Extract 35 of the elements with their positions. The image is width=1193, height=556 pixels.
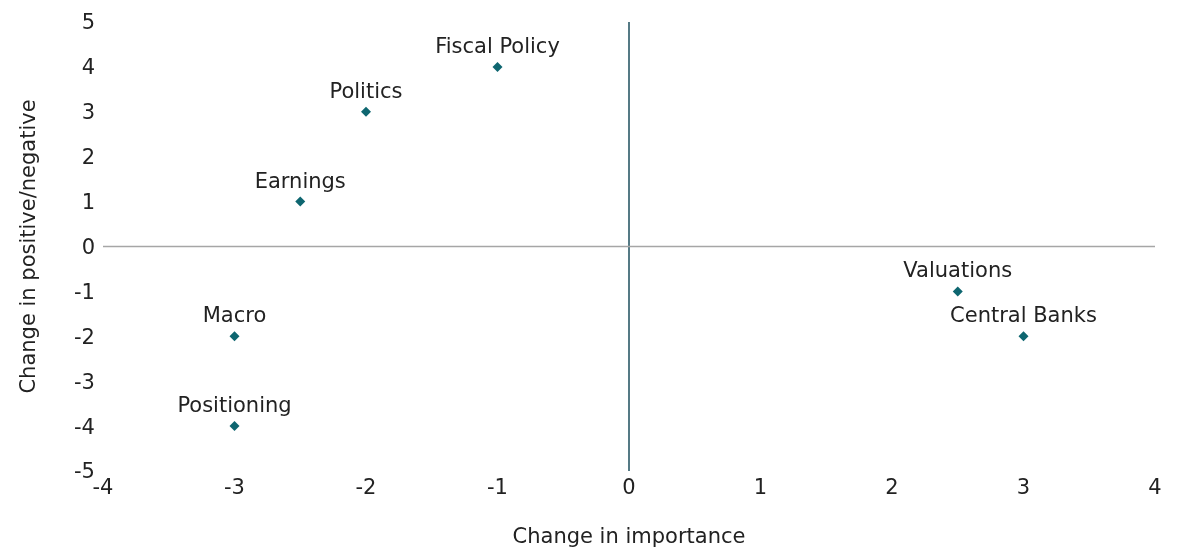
y-axis-title: Change in positive/negative bbox=[16, 99, 41, 394]
annotation: Earnings bbox=[254, 168, 346, 193]
annotation: Valuations bbox=[903, 258, 1013, 283]
point bbox=[1018, 331, 1029, 342]
x-tick-label: 0 bbox=[622, 474, 636, 499]
x-axis-title: Change in importance bbox=[512, 524, 746, 548]
point bbox=[295, 196, 306, 207]
point bbox=[361, 106, 371, 117]
y-tick-label: 5 bbox=[81, 10, 95, 35]
x-tick-label: -3 bbox=[224, 474, 245, 499]
point bbox=[229, 331, 240, 342]
point bbox=[952, 286, 963, 297]
annotation: Politics bbox=[329, 78, 403, 103]
x-tick-label: 2 bbox=[885, 474, 899, 499]
y-tick-label: 2 bbox=[81, 145, 95, 170]
y-tick-label: 0 bbox=[81, 234, 95, 259]
x-tick-label: 1 bbox=[753, 474, 768, 499]
y-tick-label: 4 bbox=[81, 55, 95, 80]
y-tick-label: -1 bbox=[74, 279, 95, 304]
annotation: Positioning bbox=[177, 393, 292, 418]
annotation: Central Banks bbox=[950, 303, 1097, 328]
y-tick-label: 3 bbox=[81, 100, 95, 125]
point bbox=[229, 421, 240, 432]
y-tick-label: -2 bbox=[74, 324, 95, 349]
x-tick-label: 4 bbox=[1148, 474, 1162, 499]
y-tick-label: -5 bbox=[74, 459, 95, 484]
x-tick-label: 3 bbox=[1016, 474, 1031, 499]
annotation: Macro bbox=[202, 303, 267, 328]
y-tick-label: -3 bbox=[74, 369, 95, 394]
y-tick-label: 1 bbox=[81, 190, 95, 215]
x-tick-label: -1 bbox=[487, 474, 508, 499]
point bbox=[492, 61, 503, 72]
x-tick-label: -2 bbox=[355, 474, 377, 499]
y-tick-label: -4 bbox=[74, 414, 95, 439]
annotation: Fiscal Policy bbox=[435, 33, 560, 58]
